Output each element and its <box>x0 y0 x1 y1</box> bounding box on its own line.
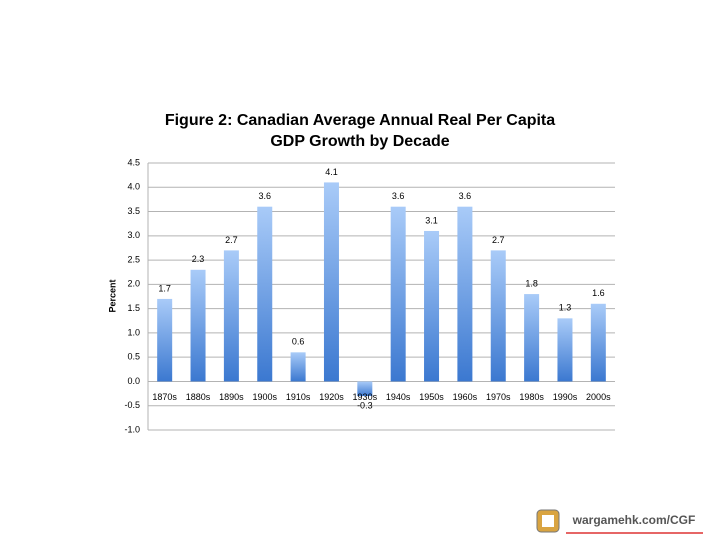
bar <box>590 303 606 382</box>
x-tick-label: 1930s <box>353 392 378 402</box>
x-tick-label: 1880s <box>186 392 211 402</box>
y-tick-label: 0.5 <box>127 352 140 362</box>
bar <box>357 381 373 397</box>
y-tick-label: 4.0 <box>127 182 140 192</box>
value-label: 1.7 <box>158 283 171 293</box>
x-tick-label: 2000s <box>586 392 611 402</box>
value-label: -0.3 <box>357 400 373 410</box>
value-label: 2.7 <box>492 235 505 245</box>
value-label: 4.1 <box>325 167 338 177</box>
value-label: 3.6 <box>258 191 271 201</box>
x-tick-label: 1900s <box>252 392 277 402</box>
y-tick-label: 2.5 <box>127 254 140 264</box>
x-tick-label: 1970s <box>486 392 511 402</box>
bar <box>157 298 173 382</box>
y-tick-label: 0.0 <box>127 376 140 386</box>
x-tick-label: 1940s <box>386 392 411 402</box>
y-tick-label: 4.5 <box>127 157 140 167</box>
x-tick-label: 1890s <box>219 392 244 402</box>
bar <box>257 206 273 382</box>
bar <box>190 269 206 382</box>
value-label: 1.6 <box>592 288 605 298</box>
value-label: 3.1 <box>425 215 438 225</box>
x-tick-label: 1920s <box>319 392 344 402</box>
y-tick-label: 3.0 <box>127 230 140 240</box>
x-tick-label: 1960s <box>453 392 478 402</box>
bar <box>223 250 239 382</box>
watermark: wargamehk.com/CGF <box>572 513 696 527</box>
value-label: 1.3 <box>559 303 572 313</box>
chart-title: Figure 2: Canadian Average Annual Real P… <box>164 112 556 150</box>
value-label: 1.8 <box>525 278 538 288</box>
y-tick-label: 3.5 <box>127 206 140 216</box>
y-tick-label: -0.5 <box>124 400 140 410</box>
y-tick-label: 1.0 <box>127 327 140 337</box>
bar <box>424 230 440 382</box>
y-tick-label: 1.5 <box>127 303 140 313</box>
value-label: 0.6 <box>292 337 305 347</box>
value-label: 2.3 <box>192 254 205 264</box>
x-tick-label: 1980s <box>519 392 544 402</box>
bar <box>457 206 473 382</box>
bar <box>557 318 573 382</box>
bar <box>490 250 506 382</box>
x-tick-label: 1950s <box>419 392 444 402</box>
bar <box>290 352 306 382</box>
x-tick-label: 1870s <box>152 392 177 402</box>
y-tick-label: -1.0 <box>124 424 140 434</box>
x-tick-label: 1990s <box>553 392 578 402</box>
y-tick-label: 2.0 <box>127 279 140 289</box>
value-label: 3.6 <box>392 191 405 201</box>
x-tick-label: 1910s <box>286 392 311 402</box>
bar <box>524 294 540 382</box>
value-label: 3.6 <box>459 191 472 201</box>
bar <box>323 182 339 382</box>
watermark-logo <box>536 509 703 534</box>
bar <box>390 206 406 382</box>
value-label: 2.7 <box>225 235 238 245</box>
y-axis-label: Percent <box>107 279 117 312</box>
